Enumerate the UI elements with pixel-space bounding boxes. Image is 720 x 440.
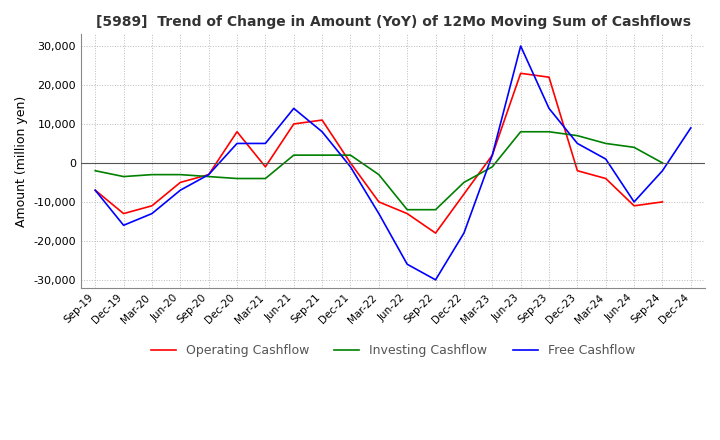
Free Cashflow: [516, 44, 525, 49]
Investing Cashflow: [374, 172, 383, 177]
Free Cashflow: [601, 156, 610, 161]
Operating Cashflow: [403, 211, 412, 216]
Investing Cashflow: [233, 176, 241, 181]
Investing Cashflow: [318, 153, 326, 158]
Investing Cashflow: [601, 141, 610, 146]
Investing Cashflow: [431, 207, 440, 213]
Free Cashflow: [630, 199, 639, 205]
Investing Cashflow: [488, 164, 497, 169]
Free Cashflow: [686, 125, 695, 131]
Free Cashflow: [658, 168, 667, 173]
Operating Cashflow: [176, 180, 184, 185]
Investing Cashflow: [516, 129, 525, 134]
Operating Cashflow: [573, 168, 582, 173]
Title: [5989]  Trend of Change in Amount (YoY) of 12Mo Moving Sum of Cashflows: [5989] Trend of Change in Amount (YoY) o…: [96, 15, 690, 29]
Investing Cashflow: [261, 176, 270, 181]
Free Cashflow: [431, 277, 440, 282]
Investing Cashflow: [289, 153, 298, 158]
Line: Free Cashflow: Free Cashflow: [95, 46, 690, 280]
Investing Cashflow: [176, 172, 184, 177]
Investing Cashflow: [658, 160, 667, 165]
Investing Cashflow: [120, 174, 128, 179]
Operating Cashflow: [516, 71, 525, 76]
Free Cashflow: [176, 187, 184, 193]
Free Cashflow: [233, 141, 241, 146]
Investing Cashflow: [204, 174, 213, 179]
Operating Cashflow: [630, 203, 639, 209]
Operating Cashflow: [601, 176, 610, 181]
Operating Cashflow: [148, 203, 156, 209]
Free Cashflow: [91, 187, 99, 193]
Y-axis label: Amount (million yen): Amount (million yen): [15, 95, 28, 227]
Operating Cashflow: [261, 164, 270, 169]
Investing Cashflow: [459, 180, 468, 185]
Free Cashflow: [289, 106, 298, 111]
Operating Cashflow: [459, 191, 468, 197]
Operating Cashflow: [289, 121, 298, 127]
Operating Cashflow: [346, 160, 355, 165]
Line: Investing Cashflow: Investing Cashflow: [95, 132, 662, 210]
Investing Cashflow: [545, 129, 554, 134]
Investing Cashflow: [573, 133, 582, 138]
Free Cashflow: [573, 141, 582, 146]
Free Cashflow: [120, 223, 128, 228]
Free Cashflow: [403, 262, 412, 267]
Line: Operating Cashflow: Operating Cashflow: [95, 73, 662, 233]
Investing Cashflow: [630, 145, 639, 150]
Operating Cashflow: [658, 199, 667, 205]
Free Cashflow: [374, 211, 383, 216]
Investing Cashflow: [346, 153, 355, 158]
Investing Cashflow: [148, 172, 156, 177]
Operating Cashflow: [120, 211, 128, 216]
Operating Cashflow: [545, 74, 554, 80]
Free Cashflow: [204, 172, 213, 177]
Operating Cashflow: [91, 187, 99, 193]
Investing Cashflow: [403, 207, 412, 213]
Operating Cashflow: [431, 231, 440, 236]
Free Cashflow: [261, 141, 270, 146]
Free Cashflow: [148, 211, 156, 216]
Operating Cashflow: [318, 117, 326, 123]
Operating Cashflow: [374, 199, 383, 205]
Legend: Operating Cashflow, Investing Cashflow, Free Cashflow: Operating Cashflow, Investing Cashflow, …: [146, 339, 640, 363]
Free Cashflow: [318, 129, 326, 134]
Free Cashflow: [488, 153, 497, 158]
Free Cashflow: [346, 164, 355, 169]
Operating Cashflow: [204, 172, 213, 177]
Investing Cashflow: [91, 168, 99, 173]
Operating Cashflow: [233, 129, 241, 134]
Free Cashflow: [545, 106, 554, 111]
Operating Cashflow: [488, 153, 497, 158]
Free Cashflow: [459, 231, 468, 236]
